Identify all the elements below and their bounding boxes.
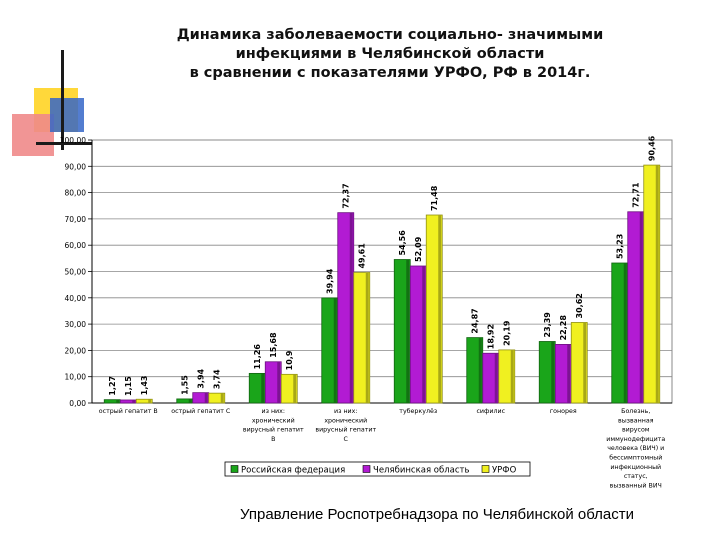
data-label: 39,94 (326, 268, 335, 294)
data-label: 1,43 (140, 375, 149, 395)
data-label: 90,46 (648, 135, 657, 161)
bar-shade (639, 211, 643, 403)
bar-shade (422, 266, 426, 403)
data-label: 30,62 (575, 293, 584, 318)
legend-swatch (481, 465, 490, 473)
x-tick-label: Болезнь, вызванная вирусом иммунодефицита че… (606, 408, 665, 489)
bar (135, 398, 153, 404)
bar-shade (438, 215, 442, 403)
y-tick-label: 60,00 (65, 241, 87, 250)
legend-swatch (362, 465, 371, 473)
data-label: 11,26 (253, 344, 262, 370)
data-label: 49,61 (358, 243, 367, 269)
bar-shade (333, 297, 337, 403)
legend-swatch (230, 465, 239, 473)
bar-shade (277, 361, 281, 403)
x-tick-label: туберкулёз (399, 407, 437, 415)
y-tick-label: 50,00 (65, 268, 87, 277)
data-label: 72,71 (632, 182, 641, 208)
data-label: 24,87 (471, 308, 480, 333)
data-label: 3,94 (197, 368, 206, 388)
data-label: 52,09 (414, 236, 423, 262)
data-label: 10,9 (285, 350, 294, 370)
x-tick-label: гонорея (550, 408, 577, 415)
bar-shade (261, 373, 265, 403)
bar-shade (293, 374, 297, 403)
data-label: 23,39 (543, 312, 552, 338)
bar-shade (583, 322, 587, 403)
legend-box (224, 461, 531, 477)
y-tick-label: 10,00 (65, 373, 87, 382)
data-label: 53,23 (616, 234, 625, 259)
data-label: 71,48 (430, 185, 439, 211)
bar-shade (551, 341, 555, 403)
x-tick-label: сифилис (476, 408, 505, 415)
legend-label: Российская федерация (241, 466, 345, 476)
bar-shade (406, 259, 410, 403)
bar-shade (365, 272, 369, 403)
title-line: Динамика заболеваемости социально- значи… (176, 27, 604, 43)
deco-vertical-line (61, 50, 64, 150)
data-label: 1,15 (124, 376, 133, 396)
bar-shade (494, 353, 498, 403)
footer-text: Управление Роспотребнадзора по Челябинск… (240, 506, 634, 523)
y-tick-label: 70,00 (65, 215, 87, 224)
y-tick-label: 90,00 (65, 162, 87, 171)
bar-shade (478, 337, 482, 403)
y-tick-label: 20,00 (65, 346, 87, 355)
x-tick-label: из них: хронический вирусный гепатит С (315, 408, 376, 443)
y-tick-label: 30,00 (65, 320, 87, 329)
slide-title: Динамика заболеваемости социально- значи… (100, 26, 680, 83)
bar-shade (623, 263, 627, 403)
data-label: 22,28 (559, 315, 568, 341)
bar-shade (655, 165, 659, 403)
title-line: в сравнении с показателями УРФО, РФ в 20… (189, 65, 591, 81)
title-line: инфекциями в Челябинской области (235, 46, 545, 62)
data-label: 18,92 (487, 324, 496, 349)
bar-shade (510, 349, 514, 403)
data-label: 1,55 (181, 375, 190, 395)
y-tick-label: 40,00 (65, 294, 87, 303)
y-tick-label: 80,00 (65, 189, 87, 198)
deco-blue-square (50, 98, 84, 132)
bar (208, 392, 226, 404)
x-tick-label: из них: хронический вирусный гепатит В (243, 408, 304, 443)
data-label: 3,74 (213, 369, 222, 389)
bar-shade (220, 393, 224, 403)
legend-label: Челябинская область (373, 466, 469, 476)
bar-shade (116, 399, 120, 403)
bar-shade (349, 212, 353, 403)
bar-shade (188, 398, 192, 403)
y-tick-label: 100,00 (60, 136, 86, 145)
bar-shade (148, 399, 152, 403)
data-label: 15,68 (269, 332, 278, 358)
x-tick-label: острый гепатит В (99, 407, 158, 415)
legend-label: УРФО (492, 466, 517, 476)
data-label: 1,27 (108, 376, 117, 396)
x-tick-label: острый гепатит С (171, 407, 231, 415)
bar-shade (204, 392, 208, 403)
bar-shade (567, 344, 571, 403)
y-tick-label: 0,00 (69, 399, 86, 408)
deco-red-square (12, 114, 54, 156)
data-label: 54,56 (398, 230, 407, 256)
data-label: 20,19 (503, 320, 512, 346)
bar-shade (132, 399, 136, 403)
data-label: 72,37 (342, 183, 351, 208)
deco-horizontal-line (36, 142, 94, 145)
